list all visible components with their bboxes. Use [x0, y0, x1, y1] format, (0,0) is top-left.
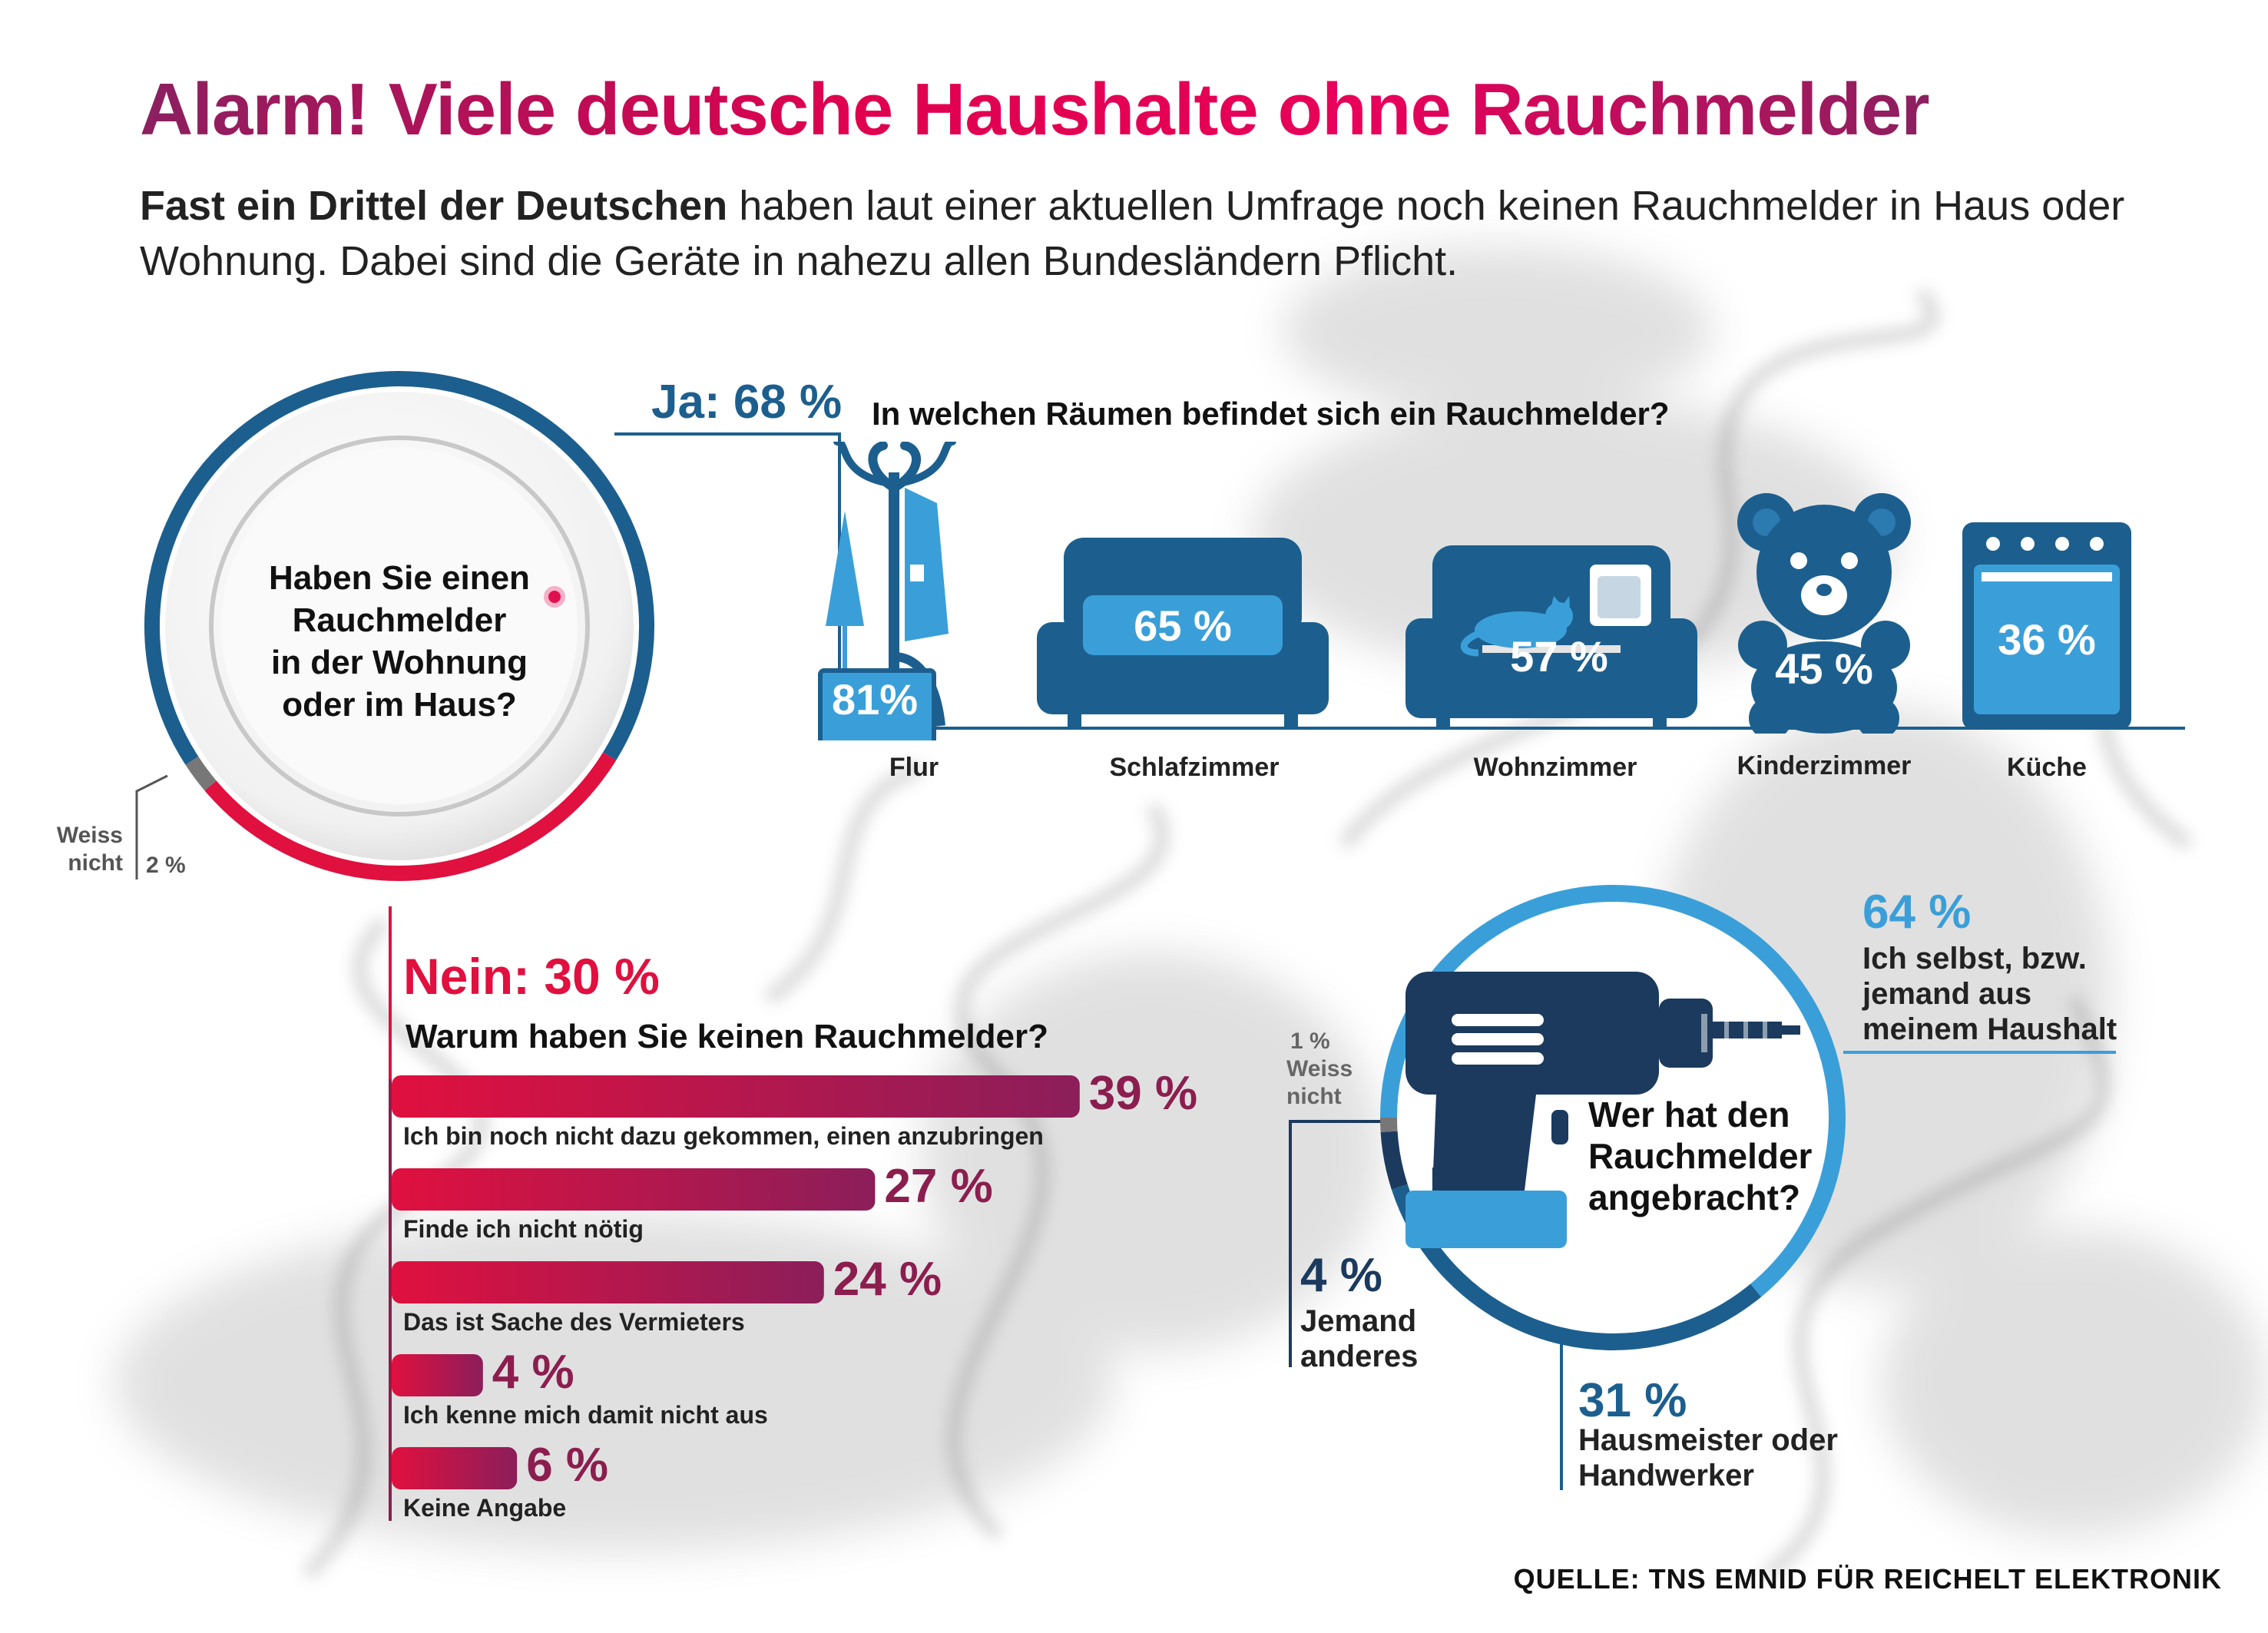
reason-bar — [392, 1168, 876, 1211]
yes-label: Ja: 68 % — [651, 375, 842, 429]
kinderzimmer-pct: 45 % — [1775, 644, 1873, 693]
room-label-wohnzimmer: Wohnzimmer — [1473, 753, 1637, 782]
self-pct: 64 % — [1862, 886, 1972, 939]
self-label: Ich selbst, bzw. jemand aus meinem Haush… — [1862, 941, 2117, 1047]
no-label: Nein: 30 % — [403, 947, 660, 1005]
room-label-schlafzimmer: Schlafzimmer — [1109, 753, 1280, 782]
pie2-question-line: Wer hat den — [1588, 1095, 1790, 1134]
pie-slice-dont-know — [185, 756, 217, 791]
reason-category-label: Ich bin noch nicht dazu gekommen, einen … — [403, 1122, 1044, 1150]
room-label-flur: Flur — [889, 753, 939, 782]
sofa-cat-icon — [1405, 545, 1697, 730]
dont-know-line: Weiss — [56, 823, 123, 848]
flur-pct: 81% — [831, 675, 919, 724]
ownership-donut-chart — [144, 371, 654, 881]
pie1-question-line: Haben Sie einen — [269, 559, 530, 597]
reasons-bar-chart — [392, 1075, 1080, 1489]
alarm-led-icon — [544, 586, 565, 608]
subtitle-lead: Fast ein Drittel der Deutschen — [140, 183, 728, 229]
reason-bar — [392, 1075, 1080, 1118]
no-label-text: Nein: — [403, 948, 530, 1005]
pie1-question-line: oder im Haus? — [282, 686, 517, 724]
pie-slice-no — [204, 752, 617, 881]
reasons-title: Warum haben Sie keinen Rauchmelder? — [406, 1018, 1049, 1055]
page-title: Alarm! Viele deutsche Haushalte ohne Rau… — [140, 68, 1930, 151]
subtitle-rest: haben laut einer aktuellen Umfrage noch … — [140, 183, 2125, 284]
self-label-line: jemand aus — [1862, 977, 2032, 1011]
room-label-kueche: Küche — [2007, 753, 2087, 782]
dont-know-label: Weiss nicht — [31, 822, 123, 877]
reason-bar — [392, 1354, 483, 1396]
reason-bar — [392, 1447, 518, 1489]
handyman-pct: 31 % — [1578, 1374, 1687, 1427]
dont-know2-block: 1 % Weiss nicht — [1286, 1028, 1353, 1111]
pie1-question-line: Rauchmelder — [292, 601, 507, 639]
dont-know2-line: Weiss — [1286, 1056, 1353, 1081]
stove-icon — [1962, 522, 2131, 730]
source-note: QUELLE: TNS EMNID FÜR REICHELT ELEKTRONI… — [1513, 1563, 2222, 1595]
dont-know-pct: 2 % — [146, 853, 186, 878]
umbrella-icon — [826, 511, 864, 626]
self-label-line: Ich selbst, bzw. — [1862, 942, 2087, 975]
handyman-label-line: Handwerker — [1578, 1459, 1754, 1492]
other-label-line: Jemand — [1300, 1304, 1417, 1338]
reason-value-label: 6 % — [526, 1439, 609, 1492]
yes-pct: 68 % — [733, 376, 843, 429]
teddy-bear-icon — [1737, 493, 1911, 734]
drill-icon — [1405, 972, 1800, 1248]
dont-know2-line: nicht — [1286, 1084, 1342, 1109]
reason-value-label: 27 % — [884, 1160, 993, 1213]
reason-value-label: 4 % — [492, 1346, 574, 1399]
flur-bar — [818, 668, 936, 740]
coat-rack-icon — [826, 442, 956, 727]
reason-category-label: Finde ich nicht nötig — [403, 1215, 644, 1243]
handyman-label-line: Hausmeister oder — [1578, 1423, 1838, 1457]
room-label-kinderzimmer: Kinderzimmer — [1737, 751, 1912, 780]
pie2-question-line: Rauchmelder — [1588, 1136, 1813, 1176]
subtitle: Fast ein Drittel der Deutschen haben lau… — [140, 178, 2137, 289]
pie-slice-yes — [144, 371, 654, 765]
other-pct: 4 % — [1300, 1249, 1382, 1302]
reason-category-label: Ich kenne mich damit nicht aus — [403, 1401, 768, 1429]
donut-inner-ring — [209, 436, 590, 816]
other-label-line: anderes — [1300, 1340, 1419, 1373]
kueche-pct: 36 % — [1998, 615, 2096, 664]
pie1-question: Haben Sie einen Rauchmelder in der Wohnu… — [250, 557, 549, 726]
dont-know-line: nicht — [68, 850, 123, 876]
installer-donut-chart — [1380, 885, 1846, 1350]
pie1-question-line: in der Wohnung — [270, 644, 528, 681]
dont-know2-pct: 1 % — [1290, 1028, 1330, 1054]
rooms-title: In welchen Räumen befindet sich ein Rauc… — [872, 396, 1670, 432]
reason-category-label: Keine Angabe — [403, 1494, 567, 1522]
reason-value-label: 39 % — [1088, 1067, 1198, 1120]
schlafzimmer-pct: 65 % — [1134, 601, 1232, 650]
reason-bar — [392, 1261, 824, 1303]
wohnzimmer-pct: 57 % — [1510, 632, 1608, 681]
handyman-label: Hausmeister oder Handwerker — [1578, 1423, 1838, 1493]
donut-center — [221, 448, 578, 804]
reason-category-label: Das ist Sache des Vermieters — [403, 1308, 745, 1336]
coat-icon — [905, 488, 949, 641]
reason-value-label: 24 % — [833, 1253, 942, 1306]
sofa-icon — [1037, 538, 1329, 730]
no-pct: 30 % — [544, 948, 660, 1005]
cat-icon — [1460, 596, 1573, 657]
pie2-question-line: angebracht? — [1588, 1178, 1801, 1217]
other-label: Jemand anderes — [1300, 1303, 1418, 1374]
pie2-question: Wer hat den Rauchmelder angebracht? — [1588, 1094, 1812, 1218]
yes-label-text: Ja: — [651, 376, 720, 429]
pie2-slice-other — [1380, 1131, 1408, 1190]
self-label-line: meinem Haushalt — [1862, 1012, 2117, 1046]
